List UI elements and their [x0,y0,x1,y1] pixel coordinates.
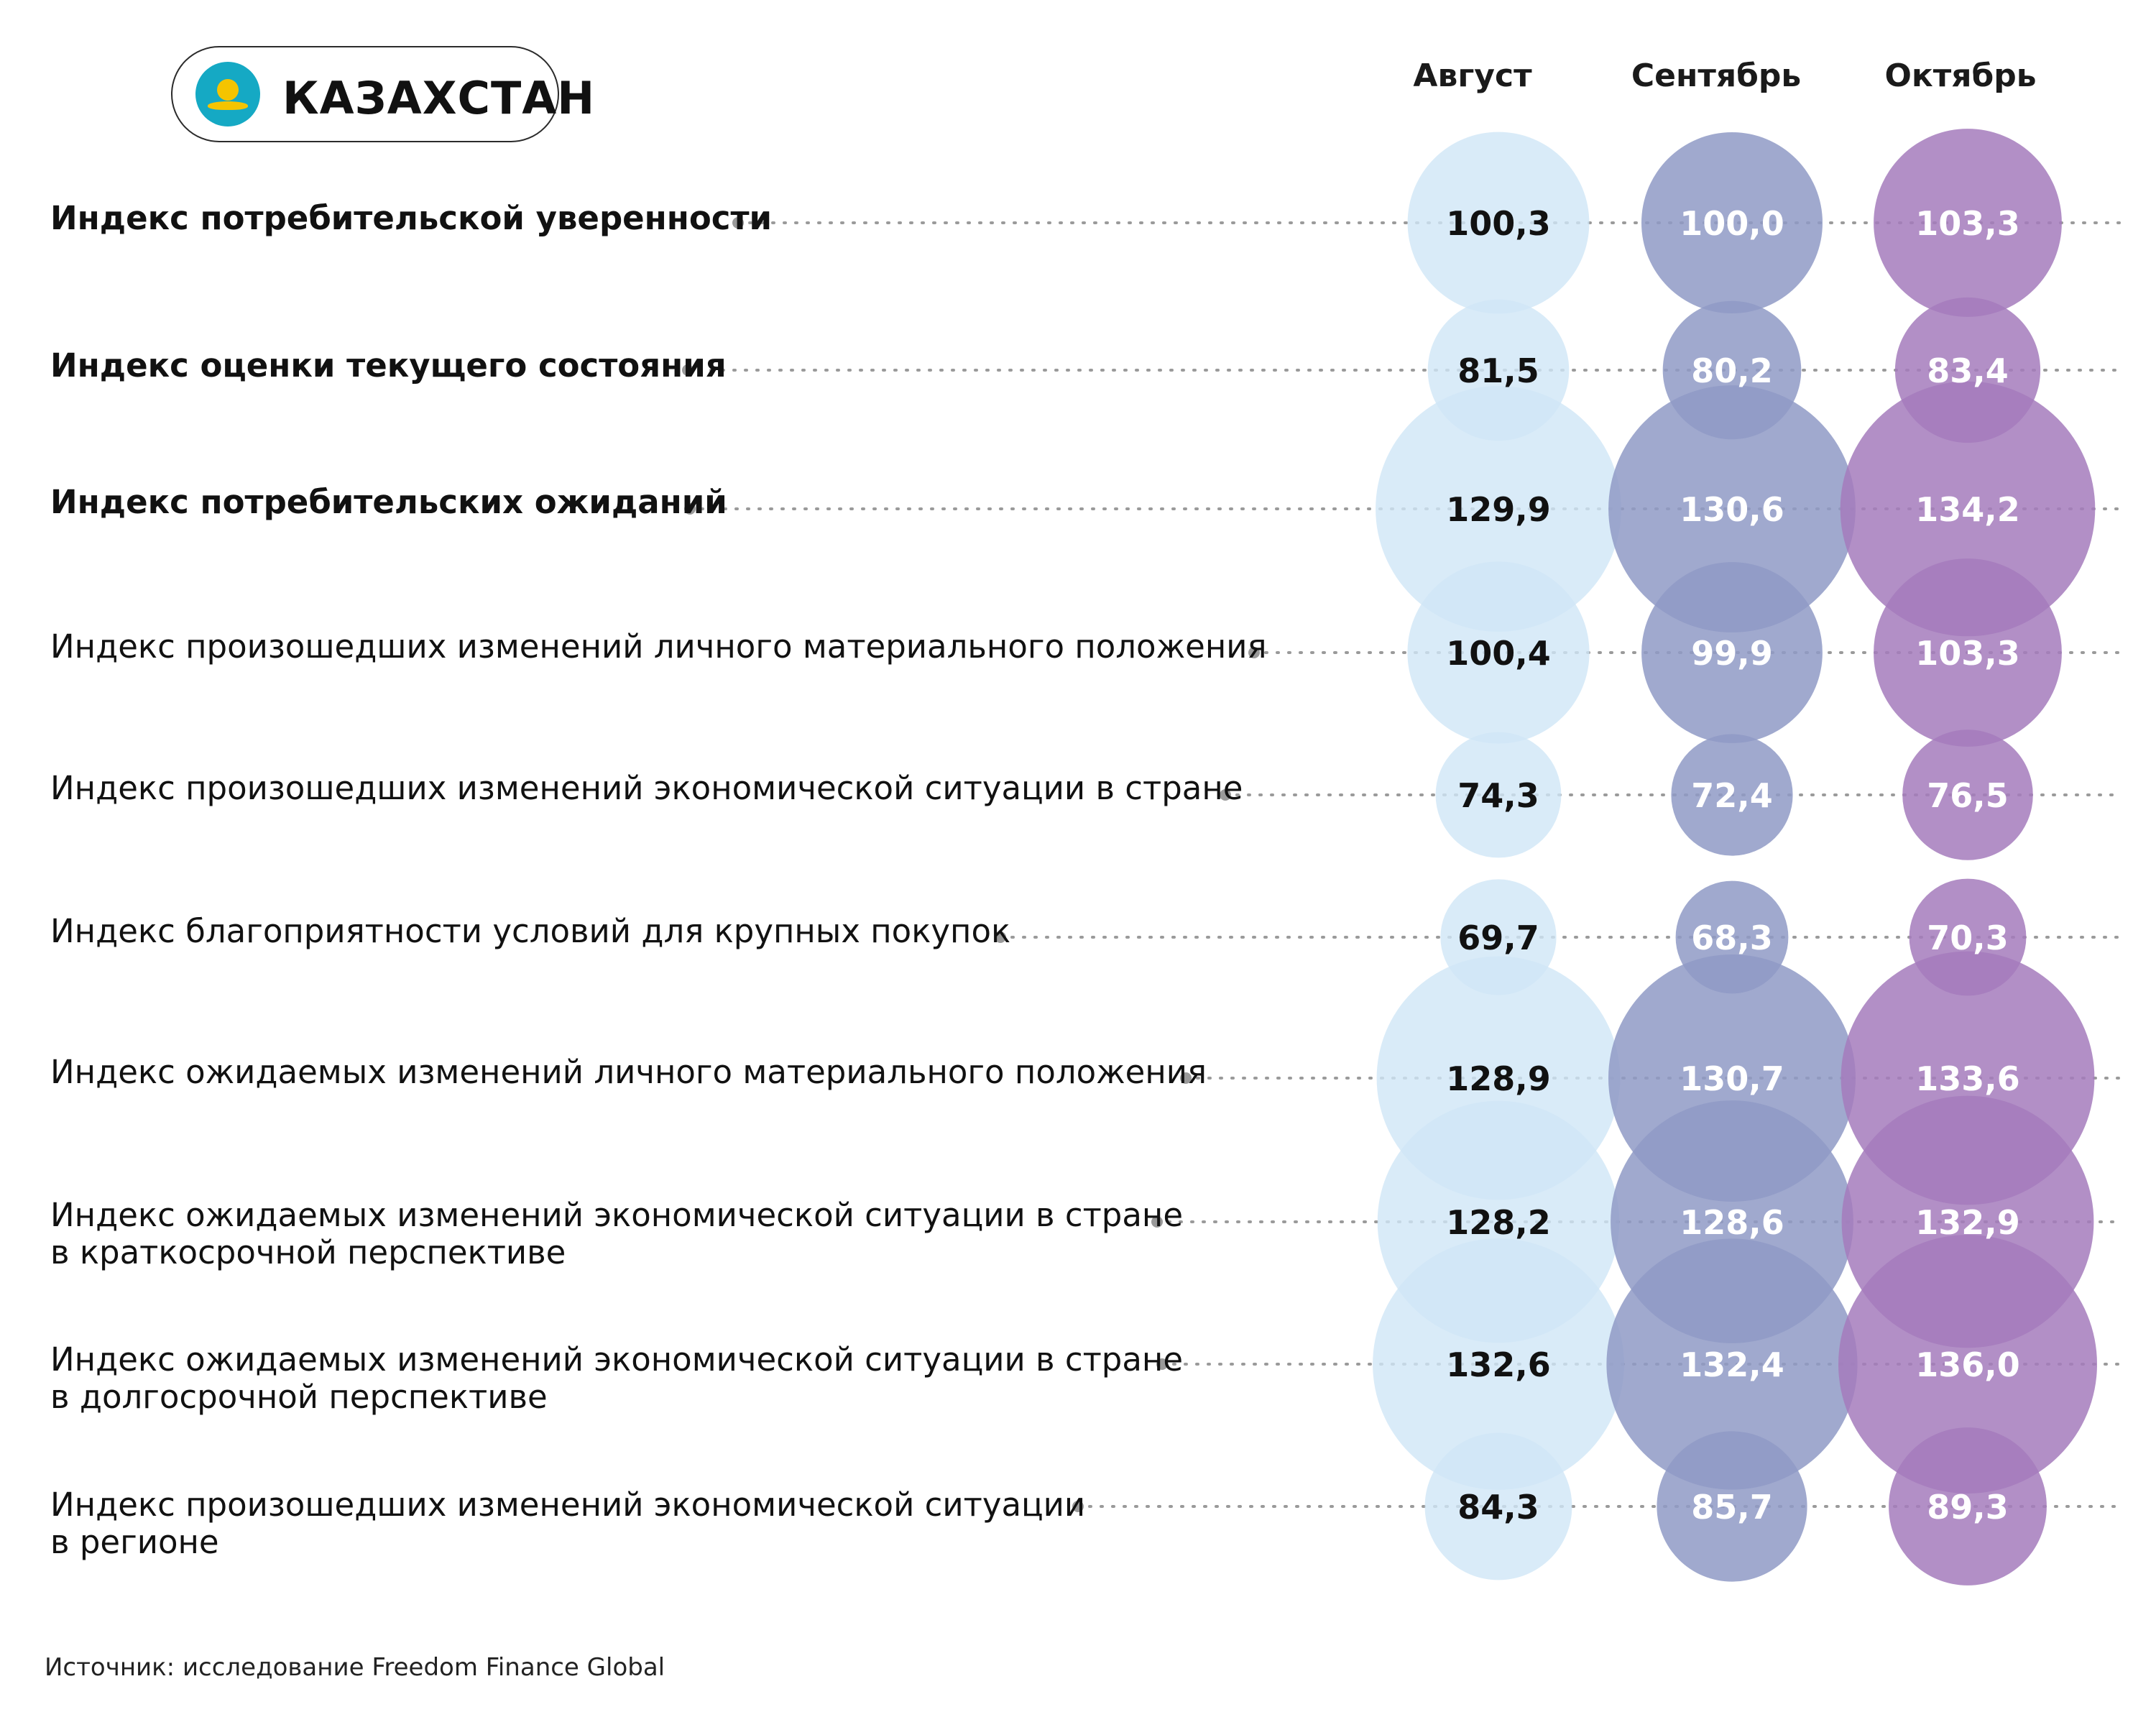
value-label-august: 100,3 [1446,204,1551,243]
row-label: Индекс произошедших изменений экономичес… [50,1486,1272,1561]
value-label-september: 72,4 [1691,776,1773,815]
value-label-august: 128,2 [1446,1203,1551,1242]
row-label-line: в краткосрочной перспективе [50,1233,566,1271]
leader-dot [1220,789,1231,801]
bubble-september [1671,734,1793,856]
bubble-october [1902,730,2033,860]
value-label-september: 80,2 [1691,351,1773,390]
bubble-october [1838,1235,2097,1494]
value-label-august: 74,3 [1457,776,1539,815]
value-label-october: 132,9 [1915,1203,2020,1242]
leader-dot [1072,1501,1084,1512]
bubble-september [1606,1238,1858,1490]
row-label-line: Индекс благоприятности условий для крупн… [50,912,1011,950]
value-label-october: 103,3 [1915,204,2020,243]
value-label-october: 83,4 [1927,351,2009,390]
leader-dot [684,503,696,515]
row-label: Индекс потребительских ожиданий [50,484,1272,521]
leader-dot [732,217,744,229]
leader-dot [1180,1072,1192,1084]
row-label: Индекс произошедших изменений личного ма… [50,628,1272,666]
row-label-line: Индекс ожидаемых изменений личного матер… [50,1053,1207,1091]
flag-eagle [208,101,248,110]
value-label-september: 85,7 [1691,1488,1773,1527]
bubble-august [1376,386,1621,632]
row-label: Индекс произошедших изменений экономичес… [50,770,1272,807]
bubble-september [1608,385,1856,632]
value-label-october: 136,0 [1915,1345,2020,1384]
row-label: Индекс ожидаемых изменений личного матер… [50,1054,1272,1091]
bubble-august [1424,1432,1572,1580]
row-label-line: Индекс ожидаемых изменений экономической… [50,1196,1184,1234]
column-header-october: Октябрь [1884,57,2037,94]
bubble-august [1407,561,1590,744]
bubble-october [1874,129,2062,317]
source-note: Источник: исследование Freedom Finance G… [45,1653,665,1682]
value-label-september: 128,6 [1680,1203,1784,1242]
leader-dot [1156,1358,1168,1370]
leader-dot [1248,647,1260,658]
row-label-line: Индекс потребительской уверенности [50,199,773,237]
country-name: КАЗАХСТАН [282,72,596,124]
country-badge: КАЗАХСТАН [171,46,594,142]
bubbles [1373,129,2097,1586]
row-label: Индекс ожидаемых изменений экономической… [50,1197,1272,1271]
column-header-september: Сентябрь [1631,57,1802,94]
row-label-line: Индекс потребительских ожиданий [50,483,727,521]
bubble-august [1373,1238,1624,1490]
bubble-october [1889,1427,2047,1586]
kazakhstan-flag-icon [195,62,260,126]
row-label-line: Индекс оценки текущего состояния [50,346,727,385]
value-label-august: 129,9 [1446,490,1551,529]
row-label-line: Индекс произошедших изменений экономичес… [50,769,1243,807]
leader-dot [995,931,1006,943]
column-header-august: Август [1413,57,1532,94]
flag-sun [217,79,239,101]
value-label-august: 100,4 [1446,634,1551,673]
row-label-line: Индекс произошедших изменений личного ма… [50,627,1267,666]
row-label: Индекс благоприятности условий для крупн… [50,913,1272,950]
value-label-september: 99,9 [1691,634,1773,673]
value-label-august: 81,5 [1457,351,1539,390]
value-label-september: 130,7 [1680,1059,1784,1098]
value-label-august: 128,9 [1446,1059,1551,1098]
row-label: Индекс ожидаемых изменений экономической… [50,1341,1272,1416]
value-label-august: 132,6 [1446,1345,1551,1384]
bubble-september [1641,132,1823,313]
value-label-august: 84,3 [1457,1488,1539,1527]
row-label-line: в долгосрочной перспективе [50,1378,548,1416]
value-label-october: 70,3 [1927,919,2009,957]
value-label-august: 69,7 [1457,919,1539,957]
value-label-september: 68,3 [1691,919,1773,957]
bubble-august [1435,732,1562,858]
value-label-september: 100,0 [1680,204,1784,243]
bubble-august [1407,132,1590,314]
row-label-line: Индекс ожидаемых изменений экономической… [50,1340,1184,1379]
value-label-october: 133,6 [1915,1059,2020,1098]
row-label-line: в регионе [50,1523,219,1561]
bubble-october [1840,381,2096,637]
value-label-october: 89,3 [1927,1488,2009,1527]
row-label: Индекс оценки текущего состояния [50,347,1272,385]
bubble-september [1641,562,1823,743]
value-label-october: 134,2 [1915,490,2020,529]
bubble-october [1874,558,2062,747]
leader-dot [1151,1216,1163,1228]
row-label: Индекс потребительской уверенности [50,200,1272,237]
value-label-september: 132,4 [1680,1345,1784,1384]
bubble-september [1657,1431,1807,1582]
value-label-september: 130,6 [1680,490,1784,529]
leader-dot [682,364,694,376]
row-label-line: Индекс произошедших изменений экономичес… [50,1486,1086,1524]
value-label-october: 76,5 [1927,776,2009,815]
value-label-october: 103,3 [1915,634,2020,673]
